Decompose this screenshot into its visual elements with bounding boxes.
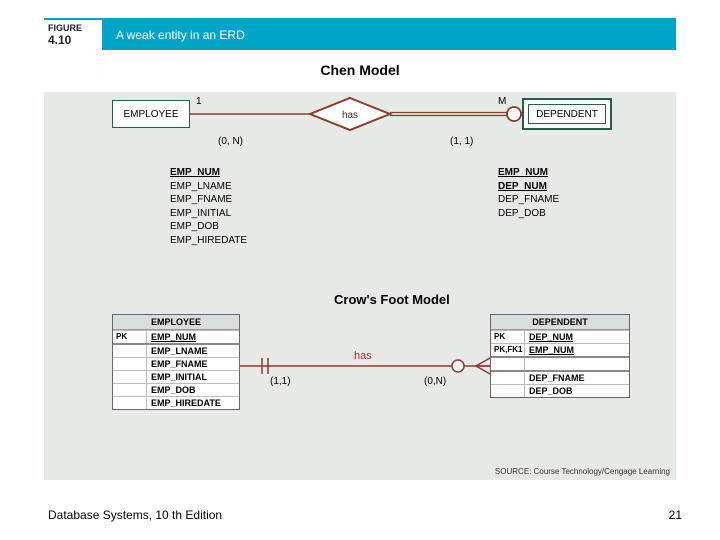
cf-attr: DEP_NUM: [529, 332, 573, 342]
chen-right-connectivity: (1, 1): [450, 136, 473, 147]
cf-attr: EMP_NUM: [151, 332, 196, 342]
chen-left-cardinality: 1: [196, 96, 202, 107]
cf-attr: DEP_DOB: [525, 385, 629, 397]
dependent-attrs: EMP_NUM DEP_NUM DEP_FNAME DEP_DOB: [498, 166, 559, 220]
attr: EMP_HIREDATE: [170, 234, 247, 248]
chen-svg: has: [44, 18, 676, 480]
attr: EMP_NUM: [498, 166, 559, 180]
cf-attr: EMP_DOB: [147, 384, 239, 396]
chen-right-cardinality: M: [498, 96, 506, 107]
attr: EMP_FNAME: [170, 193, 247, 207]
cf-dependent-head: DEPENDENT: [491, 315, 629, 330]
crowsfoot-title: Crow's Foot Model: [334, 292, 450, 307]
figure-panel: FIGURE 4.10 A weak entity in an ERD Chen…: [44, 18, 676, 480]
cf-dependent-table: DEPENDENT PKDEP_NUM PK,FK1EMP_NUM DEP_FN…: [490, 314, 630, 398]
source-text: SOURCE: Course Technology/Cengage Learni…: [495, 467, 670, 476]
cf-attr: DEP_FNAME: [525, 372, 629, 384]
svg-text:has: has: [342, 110, 358, 121]
dependent-entity-outer: DEPENDENT: [522, 98, 612, 130]
attr: DEP_FNAME: [498, 193, 559, 207]
attr: EMP_LNAME: [170, 180, 247, 194]
cf-rel-label: has: [354, 350, 372, 362]
chen-left-connectivity: (0, N): [218, 136, 243, 147]
cf-right-conn: (0,N): [424, 376, 446, 387]
employee-attrs: EMP_NUM EMP_LNAME EMP_FNAME EMP_INITIAL …: [170, 166, 247, 247]
attr: EMP_DOB: [170, 220, 247, 234]
cf-attr: EMP_INITIAL: [147, 371, 239, 383]
cf-attr: EMP_NUM: [529, 345, 574, 355]
employee-entity: EMPLOYEE: [112, 100, 190, 128]
attr: EMP_INITIAL: [170, 207, 247, 221]
attr: EMP_NUM: [170, 166, 247, 180]
cf-employee-table: EMPLOYEE PKEMP_NUM EMP_LNAME EMP_FNAME E…: [112, 314, 240, 410]
cf-attr: EMP_LNAME: [147, 345, 239, 357]
attr: DEP_DOB: [498, 207, 559, 221]
cf-left-conn: (1,1): [270, 376, 291, 387]
dependent-entity-label: DEPENDENT: [536, 109, 598, 120]
attr: DEP_NUM: [498, 180, 559, 194]
cf-employee-head: EMPLOYEE: [113, 315, 239, 330]
cf-attr: EMP_FNAME: [147, 358, 239, 370]
dependent-entity-inner: DEPENDENT: [528, 104, 606, 124]
footer-text: Database Systems, 10 th Edition: [48, 508, 222, 522]
cf-attr: EMP_HIREDATE: [147, 397, 239, 409]
page-number: 21: [669, 508, 682, 522]
slide: FIGURE 4.10 A weak entity in an ERD Chen…: [0, 0, 720, 540]
employee-entity-label: EMPLOYEE: [123, 109, 178, 120]
